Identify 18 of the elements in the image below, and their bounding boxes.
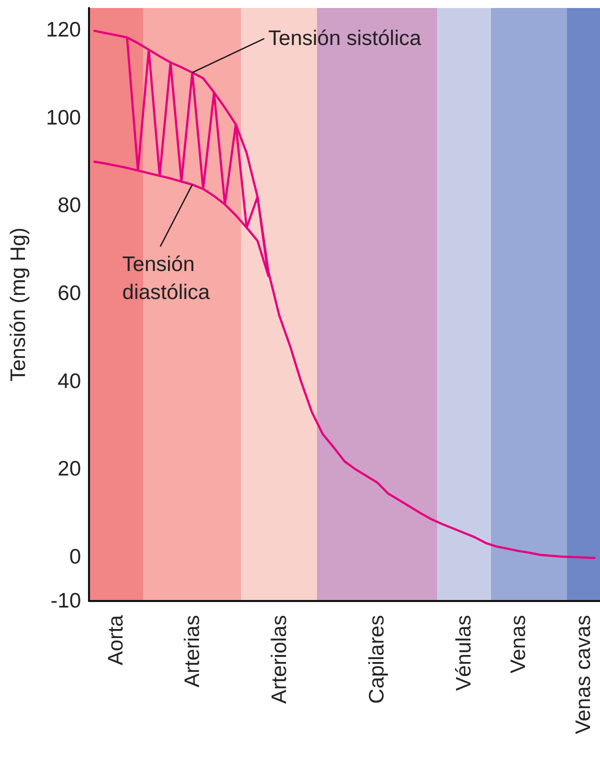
- y-axis-title: Tensión (mg Hg): [7, 227, 30, 382]
- y-tick-label: 120: [46, 18, 81, 42]
- annotation: Tensión sistólica: [268, 27, 422, 50]
- y-tick-label: 20: [58, 458, 81, 481]
- y-tick-label: 40: [58, 370, 81, 393]
- y-tick-label: 60: [58, 282, 81, 306]
- x-tick-label: Arteriolas: [268, 615, 291, 704]
- y-tick-label: 100: [46, 106, 81, 130]
- x-tick-label: Vénulas: [452, 615, 476, 691]
- y-tick-label: 80: [58, 194, 81, 218]
- x-tick-label: Venas: [506, 615, 530, 674]
- x-tick-label: Arterias: [180, 615, 204, 688]
- y-tick-label: 0: [69, 546, 81, 569]
- x-tick-label: Capilares: [366, 615, 389, 704]
- x-tick-label: Aorta: [104, 614, 128, 666]
- x-tick-label: Venas cavas: [572, 615, 596, 734]
- annotation: Tensión diastólica: [122, 253, 210, 304]
- y-tick-label: -10: [50, 590, 81, 612]
